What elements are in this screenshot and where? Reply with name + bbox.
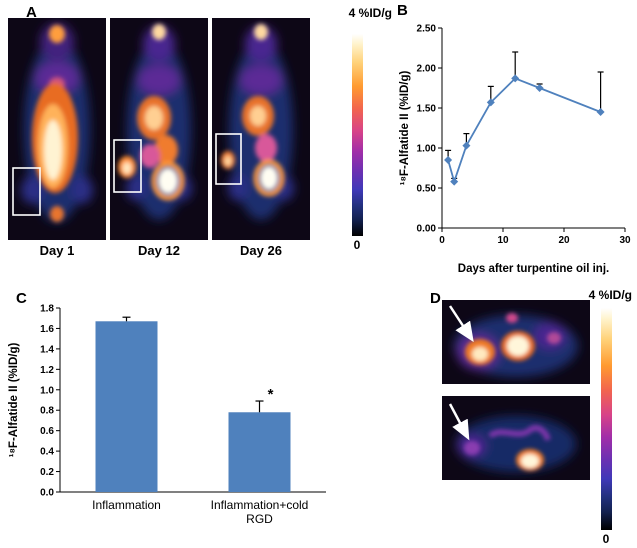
line-chart-uptake-over-time: 0.00 0.50 1.00 1.50 2.00 2.50 0 10 20 30 Days afte… [399, 24, 631, 276]
colorbar-a [352, 34, 363, 236]
pet-image-day26 [212, 18, 310, 240]
svg-text:0.4: 0.4 [40, 447, 54, 458]
arrow-icon [448, 403, 470, 441]
svg-text:¹⁸F-Alfatide II (%ID/g): ¹⁸F-Alfatide II (%ID/g) [8, 342, 20, 457]
svg-text:*: * [268, 386, 274, 403]
roi-box [215, 133, 242, 185]
panel-b-label: B [397, 2, 408, 19]
svg-text:1.8: 1.8 [40, 304, 54, 315]
svg-text:Inflammation: Inflammation [92, 498, 161, 512]
pet-image-day12 [110, 18, 208, 240]
colorbar-d [601, 308, 612, 530]
svg-text:1.50: 1.50 [417, 104, 437, 115]
svg-text:1.0: 1.0 [40, 385, 54, 396]
svg-text:RGD: RGD [246, 512, 273, 526]
svg-text:Days after turpentine oil inj.: Days after turpentine oil inj. [458, 263, 609, 275]
panel-c-label: C [16, 290, 27, 307]
panel-d-label: D [430, 290, 441, 307]
svg-text:20: 20 [558, 235, 570, 246]
arrow-icon [448, 305, 474, 343]
svg-text:0: 0 [439, 235, 445, 246]
colorbar-a-max-label: 4 %ID/g [348, 6, 392, 20]
svg-text:0.6: 0.6 [40, 426, 54, 437]
svg-text:0.2: 0.2 [40, 467, 54, 478]
svg-text:2.50: 2.50 [417, 24, 437, 35]
svg-text:0.50: 0.50 [417, 184, 437, 195]
svg-text:1.00: 1.00 [417, 144, 437, 155]
svg-text:10: 10 [497, 235, 509, 246]
bar-chart-blocking: 0.0 0.2 0.4 0.6 0.8 1.0 1.2 1.4 1.6 1.8 Inflammati… [8, 304, 326, 526]
panel-a-label: A [26, 4, 37, 21]
colorbar-d-min-label: 0 [602, 532, 610, 546]
svg-text:1.4: 1.4 [40, 344, 54, 355]
caption-day1: Day 1 [39, 243, 75, 258]
caption-day26: Day 26 [240, 243, 282, 258]
svg-text:0.0: 0.0 [40, 488, 54, 499]
svg-text:30: 30 [619, 235, 631, 246]
roi-box [113, 139, 142, 193]
svg-text:1.2: 1.2 [40, 365, 54, 376]
svg-text:1.6: 1.6 [40, 324, 54, 335]
colorbar-d-max-label: 4 %ID/g [588, 288, 632, 302]
caption-day12: Day 12 [138, 243, 180, 258]
pet-axial-image-1 [442, 300, 590, 384]
colorbar-a-min-label: 0 [353, 238, 361, 252]
pet-image-day1 [8, 18, 106, 240]
roi-box [12, 167, 41, 216]
svg-text:¹⁸F-Alfatide II (%ID/g): ¹⁸F-Alfatide II (%ID/g) [399, 70, 411, 185]
svg-text:2.00: 2.00 [417, 64, 437, 75]
svg-text:0.00: 0.00 [417, 224, 437, 235]
pet-axial-image-2 [442, 396, 590, 480]
svg-text:Inflammation+cold: Inflammation+cold [211, 498, 309, 512]
svg-text:0.8: 0.8 [40, 406, 54, 417]
